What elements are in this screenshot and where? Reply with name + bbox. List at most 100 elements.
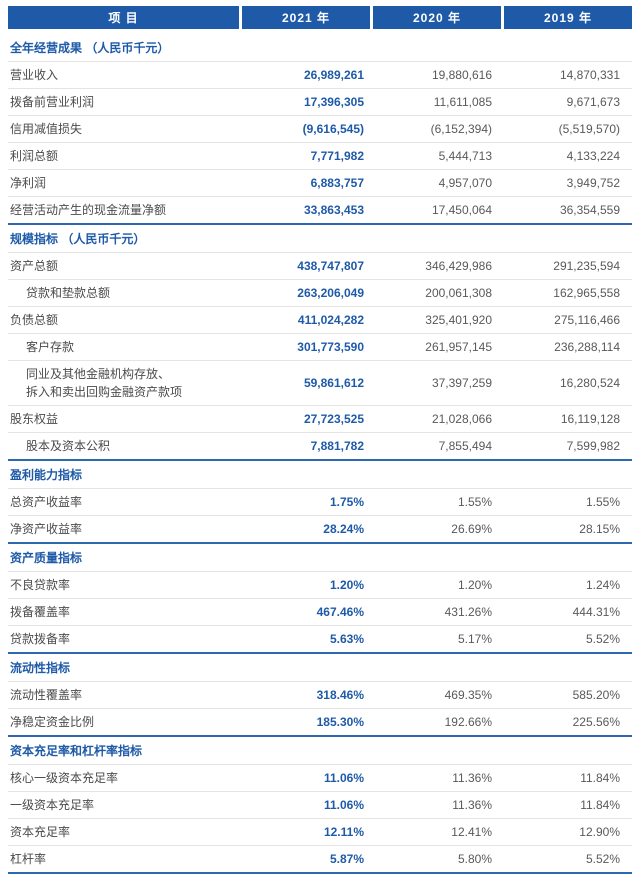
section-title: 规模指标 （人民币千元） <box>8 225 632 253</box>
value-2021: 1.75% <box>329 495 364 509</box>
table-section: 盈利能力指标 总资产收益率 1.75% 1.55% 1.55% 净资产收益率 28.24% 2… <box>8 461 632 544</box>
value-2019: 4,133,224 <box>566 149 620 163</box>
table-row: 净稳定资金比例 185.30% 192.66% 225.56% <box>8 709 632 735</box>
table-row: 客户存款 301,773,590 261,957,145 236,288,114 <box>8 334 632 361</box>
table-row: 经营活动产生的现金流量净额 33,863,453 17,450,064 36,354,… <box>8 197 632 223</box>
value-2019: 585.20% <box>572 688 620 702</box>
table-row: 核心一级资本充足率 11.06% 11.36% 11.84% <box>8 765 632 792</box>
value-2019: 36,354,559 <box>559 203 620 217</box>
value-2020: 21,028,066 <box>431 412 492 426</box>
row-label: 利润总额 <box>10 149 59 163</box>
table-section: 资本充足率和杠杆率指标 核心一级资本充足率 11.06% 11.36% 11.84% 一级… <box>8 737 632 874</box>
value-2021: 33,863,453 <box>303 203 364 217</box>
value-2019: 28.15% <box>579 522 620 536</box>
row-label: 经营活动产生的现金流量净额 <box>10 203 167 217</box>
value-2021: 5.87% <box>329 852 364 866</box>
table-row: 负债总额 411,024,282 325,401,920 275,116,466 <box>8 307 632 334</box>
table-row: 净资产收益率 28.24% 26.69% 28.15% <box>8 516 632 542</box>
value-2019: 1.24% <box>585 578 620 592</box>
value-2020: 431.26% <box>444 605 492 619</box>
value-2019: 11.84% <box>580 798 620 812</box>
value-2020: 1.55% <box>457 495 492 509</box>
row-label: 净稳定资金比例 <box>10 715 95 729</box>
section-title: 资产质量指标 <box>8 544 632 572</box>
value-2020: 11.36% <box>452 798 492 812</box>
value-2019: (5,519,570) <box>558 122 620 136</box>
table-row: 贷款拨备率 5.63% 5.17% 5.52% <box>8 626 632 652</box>
table-section: 流动性指标 流动性覆盖率 318.46% 469.35% 585.20% 净稳定资金比例 1… <box>8 654 632 737</box>
value-2019: 16,280,524 <box>559 376 620 390</box>
value-2021: 185.30% <box>316 715 364 729</box>
table-section: 全年经营成果 （人民币千元） 营业收入 26,989,261 19,880,616 14… <box>8 34 632 225</box>
value-2021: 467.46% <box>316 605 364 619</box>
value-2020: 12.41% <box>451 825 492 839</box>
section-title: 流动性指标 <box>8 654 632 682</box>
row-label: 同业及其他金融机构存放、 拆入和卖出回购金融资产款项 <box>26 367 183 399</box>
row-label: 营业收入 <box>10 68 59 82</box>
value-2021: 28.24% <box>323 522 364 536</box>
value-2021: 11.06% <box>323 771 364 785</box>
value-2021: 26,989,261 <box>303 68 364 82</box>
value-2020: 11,611,085 <box>433 95 492 109</box>
value-2020: 1.20% <box>457 578 492 592</box>
table-row: 拨备覆盖率 467.46% 431.26% 444.31% <box>8 599 632 626</box>
value-2020: 5.17% <box>457 632 492 646</box>
value-2021: 411,024,282 <box>297 313 364 327</box>
value-2019: 225.56% <box>572 715 620 729</box>
section-title: 全年经营成果 （人民币千元） <box>8 34 632 62</box>
row-label: 拨备覆盖率 <box>10 605 71 619</box>
value-2021: 6,883,757 <box>310 176 364 190</box>
table-row: 利润总额 7,771,982 5,444,713 4,133,224 <box>8 143 632 170</box>
table-row: 股东权益 27,723,525 21,028,066 16,119,128 <box>8 406 632 433</box>
section-title: 资本充足率和杠杆率指标 <box>8 737 632 765</box>
value-2020: 37,397,259 <box>431 376 492 390</box>
value-2020: 19,880,616 <box>431 68 492 82</box>
value-2021: 318.46% <box>316 688 364 702</box>
table-row: 杠杆率 5.87% 5.80% 5.52% <box>8 846 632 872</box>
row-label: 负债总额 <box>10 313 59 327</box>
table-row: 总资产收益率 1.75% 1.55% 1.55% <box>8 489 632 516</box>
table-section: 规模指标 （人民币千元） 资产总额 438,747,807 346,429,986 29… <box>8 225 632 461</box>
value-2021: 5.63% <box>329 632 364 646</box>
table-row: 营业收入 26,989,261 19,880,616 14,870,331 <box>8 62 632 89</box>
header-col-item: 项 目 <box>8 6 239 29</box>
table-row: 拨备前营业利润 17,396,305 11,611,085 9,671,673 <box>8 89 632 116</box>
value-2021: 12.11% <box>323 825 364 839</box>
value-2020: 11.36% <box>452 771 492 785</box>
row-label: 信用减值损失 <box>10 122 83 136</box>
table-row: 同业及其他金融机构存放、 拆入和卖出回购金融资产款项 59,861,612 37,3… <box>8 361 632 406</box>
row-label: 股本及资本公积 <box>26 439 111 453</box>
table-section: 资产质量指标 不良贷款率 1.20% 1.20% 1.24% 拨备覆盖率 467.46% 43… <box>8 544 632 654</box>
table-row: 净利润 6,883,757 4,957,070 3,949,752 <box>8 170 632 197</box>
value-2021: 263,206,049 <box>297 286 364 300</box>
row-label: 杠杆率 <box>10 852 47 866</box>
row-label: 净资产收益率 <box>10 522 83 536</box>
value-2021: 7,771,982 <box>310 149 364 163</box>
value-2019: 236,288,114 <box>554 340 620 354</box>
row-label: 净利润 <box>10 176 47 190</box>
value-2020: 192.66% <box>444 715 492 729</box>
value-2021: 27,723,525 <box>303 412 364 426</box>
table-row: 股本及资本公积 7,881,782 7,855,494 7,599,982 <box>8 433 632 459</box>
table-row: 资本充足率 12.11% 12.41% 12.90% <box>8 819 632 846</box>
value-2020: 26.69% <box>451 522 492 536</box>
value-2019: 3,949,752 <box>566 176 620 190</box>
table-row: 贷款和垫款总额 263,206,049 200,061,308 162,965,558 <box>8 280 632 307</box>
value-2020: 469.35% <box>444 688 492 702</box>
value-2019: 7,599,982 <box>566 439 620 453</box>
value-2020: 7,855,494 <box>438 439 492 453</box>
table-row: 信用减值损失 (9,616,545) (6,152,394) (5,519,570) <box>8 116 632 143</box>
row-label: 贷款和垫款总额 <box>26 286 111 300</box>
value-2020: 346,429,986 <box>425 259 492 273</box>
value-2021: 1.20% <box>329 578 364 592</box>
row-label: 客户存款 <box>26 340 75 354</box>
value-2019: 5.52% <box>585 632 620 646</box>
value-2019: 5.52% <box>585 852 620 866</box>
value-2020: 200,061,308 <box>425 286 492 300</box>
value-2021: (9,616,545) <box>302 122 364 136</box>
row-label: 拨备前营业利润 <box>10 95 95 109</box>
value-2019: 444.31% <box>572 605 620 619</box>
row-label: 核心一级资本充足率 <box>10 771 119 785</box>
value-2019: 162,965,558 <box>553 286 620 300</box>
